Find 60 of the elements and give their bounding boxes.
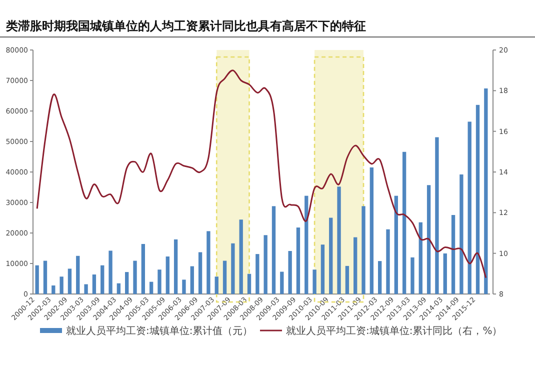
bar bbox=[182, 280, 186, 294]
bar bbox=[174, 239, 178, 294]
bar bbox=[418, 222, 422, 294]
bar bbox=[100, 265, 104, 294]
bar bbox=[166, 256, 170, 294]
bar bbox=[288, 250, 292, 294]
bar bbox=[76, 256, 80, 294]
bar bbox=[468, 122, 472, 294]
bar bbox=[206, 231, 210, 294]
bar bbox=[52, 285, 56, 294]
bar bbox=[312, 270, 316, 294]
legend-label: 就业人员平均工资:城镇单位:累计同比（右，%） bbox=[286, 325, 502, 337]
bar bbox=[239, 220, 243, 294]
legend-label: 就业人员平均工资:城镇单位:累计值（元） bbox=[66, 325, 253, 337]
bar bbox=[116, 283, 121, 294]
bar bbox=[264, 235, 268, 294]
bar bbox=[149, 282, 154, 294]
bar bbox=[222, 260, 227, 294]
bar bbox=[304, 196, 308, 294]
bar bbox=[190, 266, 194, 294]
bar bbox=[247, 274, 252, 294]
bar bbox=[451, 215, 456, 294]
bar bbox=[476, 104, 480, 294]
bar bbox=[280, 272, 284, 294]
bar bbox=[320, 244, 325, 294]
bar bbox=[345, 266, 350, 294]
bar bbox=[460, 174, 464, 294]
bar bbox=[402, 152, 406, 294]
bar bbox=[484, 88, 488, 294]
bar bbox=[370, 167, 374, 294]
bar bbox=[426, 185, 431, 294]
bar bbox=[329, 218, 333, 294]
bar bbox=[435, 137, 439, 294]
bar bbox=[43, 260, 48, 294]
bar bbox=[133, 260, 137, 294]
bar bbox=[410, 257, 414, 294]
bar bbox=[378, 261, 382, 294]
bar bbox=[394, 196, 398, 294]
bar bbox=[198, 252, 202, 294]
bar bbox=[60, 276, 64, 294]
bar bbox=[256, 254, 260, 294]
bar bbox=[337, 186, 341, 294]
bar bbox=[272, 206, 276, 294]
bar bbox=[231, 243, 235, 294]
chart-title: 类滞胀时期我国城镇单位的人均工资累计同比也具有高居不下的特征 bbox=[5, 19, 366, 33]
bar bbox=[125, 272, 129, 294]
bar bbox=[84, 284, 88, 294]
bar bbox=[362, 206, 366, 294]
bar bbox=[443, 253, 447, 294]
bar bbox=[108, 250, 112, 294]
bar bbox=[158, 270, 162, 294]
bar bbox=[354, 237, 358, 294]
bar bbox=[386, 229, 390, 294]
bar bbox=[141, 244, 146, 294]
bar bbox=[68, 268, 72, 294]
line-series bbox=[36, 70, 487, 278]
bar bbox=[35, 265, 39, 294]
bar bbox=[214, 276, 218, 294]
bar bbox=[296, 228, 300, 294]
bar bbox=[92, 274, 96, 294]
